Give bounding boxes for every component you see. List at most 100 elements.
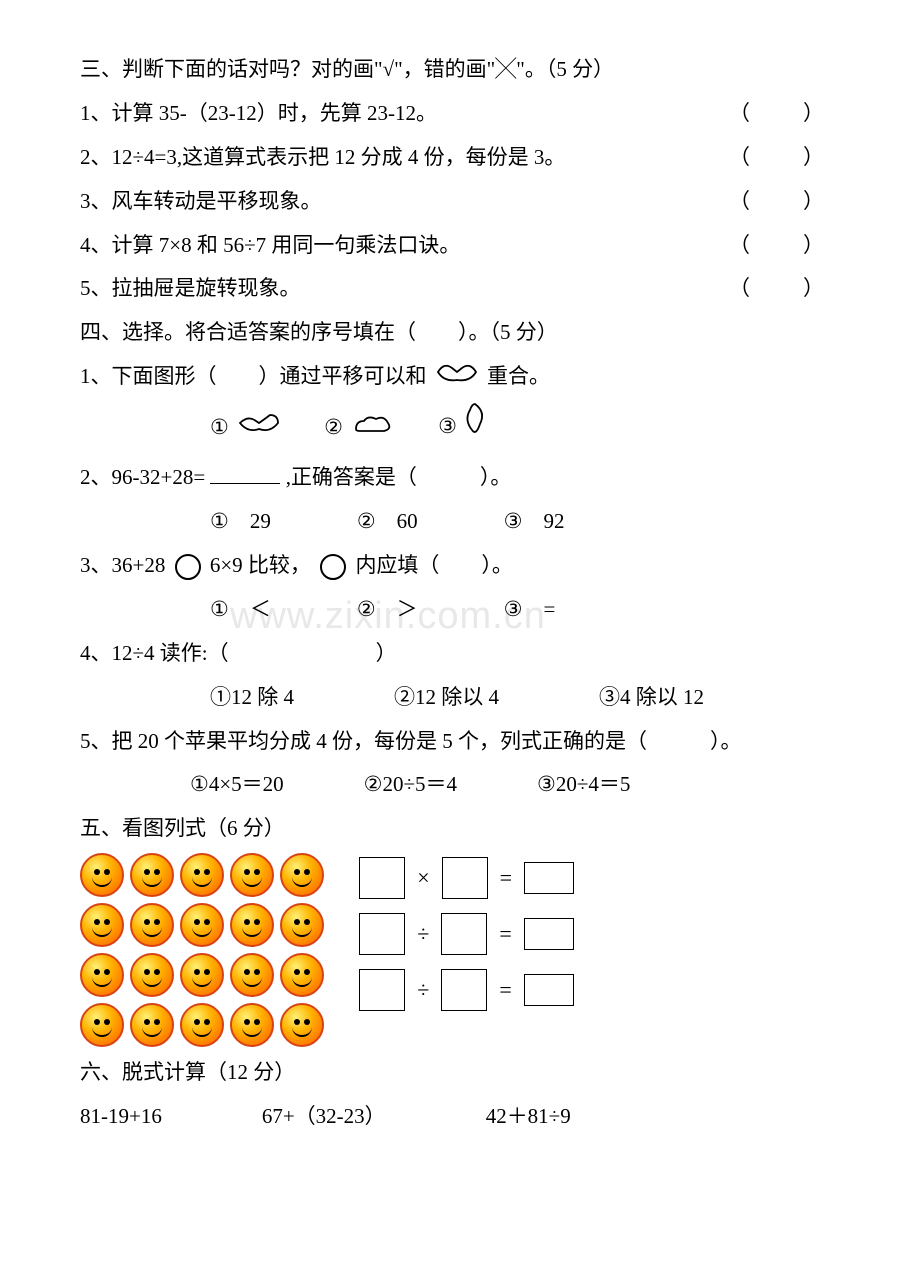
blank-box xyxy=(441,969,487,1011)
expression-2: 67+（32-23） xyxy=(262,1097,386,1137)
s6-expressions: 81-19+16 67+（32-23） 42＋81÷9 xyxy=(80,1097,840,1137)
operator-divide: ÷ xyxy=(413,969,433,1011)
smiley-icon xyxy=(130,853,174,897)
option-2: ② 60 xyxy=(357,502,418,542)
expression-3: 42＋81÷9 xyxy=(486,1097,571,1137)
smiley-icon xyxy=(80,953,124,997)
smiley-icon xyxy=(180,903,224,947)
smiley-icon xyxy=(180,1003,224,1047)
s3-q1-text: 1、计算 35-（23-12）时，先算 23-12。 xyxy=(80,101,437,125)
smiley-icon xyxy=(280,853,324,897)
smiley-icon xyxy=(180,953,224,997)
option-3: ③4 除以 12 xyxy=(599,678,704,718)
option-2: ②20÷5＝4 xyxy=(364,765,457,805)
smiley-icon xyxy=(230,953,274,997)
option-1: ① xyxy=(210,408,284,449)
s3-q4: 4、计算 7×8 和 56÷7 用同一句乘法口诀。 （ ） xyxy=(80,226,840,266)
s4-q4-options: ①12 除 4 ②12 除以 4 ③4 除以 12 xyxy=(80,678,840,718)
answer-bracket: （ ） xyxy=(729,226,840,266)
smiley-icon xyxy=(80,853,124,897)
page-content: 三、判断下面的话对吗？对的画"√"，错的画"╳"。（5 分） 1、计算 35-（… xyxy=(80,50,840,1137)
s4-q2-text: 2、96-32+28= xyxy=(80,465,205,489)
smiley-icon xyxy=(280,1003,324,1047)
answer-bracket: （ ） xyxy=(729,138,840,178)
option-1: ①12 除 4 xyxy=(210,678,294,718)
blank-box xyxy=(359,913,405,955)
s3-q1: 1、计算 35-（23-12）时，先算 23-12。 （ ） xyxy=(80,94,840,134)
s4-q3-c: 内应填（ ）。 xyxy=(355,553,513,577)
blank-box xyxy=(359,857,405,899)
s4-q3-b: 6×9 比较， xyxy=(210,553,311,577)
smiley-icon xyxy=(230,853,274,897)
circle-blank-icon xyxy=(320,554,346,580)
smiley-row xyxy=(80,953,324,997)
cloud-shape-icon xyxy=(348,409,398,449)
s3-q5: 5、拉抽屉是旋转现象。 （ ） xyxy=(80,269,840,309)
smiley-icon xyxy=(80,1003,124,1047)
blank-underline xyxy=(210,464,280,484)
smiley-grid xyxy=(80,853,324,1053)
s3-q4-text: 4、计算 7×8 和 56÷7 用同一句乘法口诀。 xyxy=(80,233,460,257)
s4-q1-text: 1、下面图形（ ）通过平移可以和 xyxy=(80,364,427,388)
smiley-icon xyxy=(130,953,174,997)
s3-q3: 3、风车转动是平移现象。 （ ） xyxy=(80,182,840,222)
option-1: ① 29 xyxy=(210,502,271,542)
s5-content: × = ÷ = ÷ = xyxy=(80,853,840,1053)
blank-box xyxy=(359,969,405,1011)
smiley-icon xyxy=(280,953,324,997)
smiley-icon xyxy=(180,853,224,897)
heart-shape-icon xyxy=(432,358,482,398)
s4-q1: 1、下面图形（ ）通过平移可以和 重合。 xyxy=(80,357,840,398)
smiley-icon xyxy=(130,903,174,947)
expression-1: 81-19+16 xyxy=(80,1097,162,1137)
blank-box xyxy=(524,974,574,1006)
option-3: ③20÷4＝5 xyxy=(537,765,630,805)
s4-q3: 3、36+28 6×9 比较， 内应填（ ）。 xyxy=(80,546,840,586)
circled-3: ③ xyxy=(438,414,457,438)
smiley-row xyxy=(80,853,324,897)
option-3: ③ = xyxy=(504,590,556,630)
s3-q2: 2、12÷4=3,这道算式表示把 12 分成 4 份，每份是 3。 （ ） xyxy=(80,138,840,178)
answer-bracket: （ ） xyxy=(729,269,840,309)
circled-1: ① xyxy=(210,415,229,439)
s3-q2-text: 2、12÷4=3,这道算式表示把 12 分成 4 份，每份是 3。 xyxy=(80,145,565,169)
equation-row: ÷ = xyxy=(359,913,574,955)
smiley-row xyxy=(80,1003,324,1047)
option-1: ①4×5＝20 xyxy=(190,765,284,805)
smiley-icon xyxy=(230,903,274,947)
blank-box xyxy=(524,862,574,894)
smiley-icon xyxy=(80,903,124,947)
option-2: ② xyxy=(324,408,398,449)
answer-bracket: （ ） xyxy=(729,182,840,222)
answer-bracket: （ ） xyxy=(729,94,840,134)
heart-wide-icon xyxy=(234,409,284,449)
operator-multiply: × xyxy=(413,857,433,899)
s3-q5-text: 5、拉抽屉是旋转现象。 xyxy=(80,276,301,300)
s4-q1-options: ① ② ③ xyxy=(80,402,840,454)
option-3: ③ 92 xyxy=(504,502,565,542)
s3-title: 三、判断下面的话对吗？对的画"√"，错的画"╳"。（5 分） xyxy=(80,50,840,90)
s4-q2-options: ① 29 ② 60 ③ 92 xyxy=(80,502,840,542)
s4-q5: 5、把 20 个苹果平均分成 4 份，每份是 5 个，列式正确的是（ ）。 xyxy=(80,722,840,762)
s4-q1-text2: 重合。 xyxy=(487,364,550,388)
s4-title: 四、选择。将合适答案的序号填在（ ）。（5 分） xyxy=(80,313,840,353)
option-2: ② ＞ xyxy=(357,590,418,630)
s4-q3-a: 3、36+28 xyxy=(80,553,165,577)
option-3: ③ xyxy=(438,402,488,454)
equation-row: × = xyxy=(359,857,574,899)
operator-equals: = xyxy=(495,969,515,1011)
s6-title: 六、脱式计算（12 分） xyxy=(80,1053,840,1093)
smiley-icon xyxy=(130,1003,174,1047)
blank-box xyxy=(524,918,574,950)
smiley-icon xyxy=(280,903,324,947)
s4-q4: 4、12÷4 读作:（ ） xyxy=(80,634,840,674)
circled-2: ② xyxy=(324,415,343,439)
s4-q3-options: ① ＜ ② ＞ ③ = xyxy=(80,590,840,630)
equation-row: ÷ = xyxy=(359,969,574,1011)
equation-area: × = ÷ = ÷ = xyxy=(359,857,574,1025)
option-1: ① ＜ xyxy=(210,590,271,630)
s4-q5-options: ①4×5＝20 ②20÷5＝4 ③20÷4＝5 xyxy=(80,765,840,805)
smiley-icon xyxy=(230,1003,274,1047)
leaf-shape-icon xyxy=(462,402,488,454)
blank-box xyxy=(442,857,488,899)
